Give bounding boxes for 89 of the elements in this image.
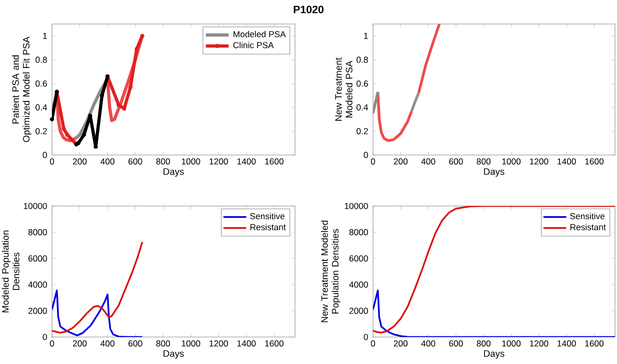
x-tick-label: 400 (100, 340, 114, 347)
x-axis-title: Days (484, 350, 504, 359)
x-tick-label: 1600 (585, 158, 604, 165)
x-tick-label: 1000 (502, 158, 521, 165)
x-tick-label: 1000 (502, 340, 521, 347)
x-axis-title: Days (484, 168, 504, 177)
y-tick-label: 0 (42, 334, 47, 340)
y-tick-label: 4000 (28, 282, 47, 288)
y-axis-title: New Treatment Modeled PSA (335, 58, 352, 121)
y-tick-label: 0.6 (36, 80, 47, 87)
x-tick-label: 600 (128, 340, 142, 347)
x-tick-label: 0 (50, 340, 54, 347)
y-axis-title: Patient PSA and Optimized Model Fit PSA (12, 36, 32, 142)
x-tick-label: 400 (100, 158, 114, 165)
x-tick-label: 1000 (182, 340, 200, 347)
y-tick-label: 8000 (28, 229, 47, 236)
y-tick-label: 8000 (349, 229, 368, 236)
x-tick-label: 600 (449, 340, 463, 347)
point (82, 132, 86, 137)
x-tick-label: 200 (72, 158, 87, 165)
y-tick-label: 0.8 (356, 56, 368, 63)
legend-label: Clinic PSA (233, 42, 274, 48)
line-series (417, 24, 441, 94)
x-tick-label: 1200 (530, 158, 548, 165)
point (140, 34, 144, 38)
y-tick-label: 0.6 (356, 80, 368, 87)
x-tick-label: 1400 (237, 340, 256, 347)
legend-label: Modeled PSA (234, 30, 286, 38)
y-tick-label: 0.4 (36, 104, 48, 110)
legend-label: Sensitive (570, 212, 605, 220)
x-tick-label: 1600 (585, 340, 604, 347)
point (50, 117, 54, 122)
y-tick-label: 0.4 (356, 104, 368, 110)
x-tick-label: 0 (50, 158, 54, 165)
x-tick-label: 600 (128, 158, 142, 165)
x-tick-label: 1600 (265, 340, 284, 347)
line-series (376, 90, 414, 142)
y-tick-label: 0 (364, 152, 368, 158)
y-tick-label: 1 (43, 32, 47, 39)
x-tick-label: 800 (476, 340, 491, 347)
x-tick-label: 1200 (530, 340, 548, 347)
x-tick-label: 200 (394, 158, 408, 165)
x-axis-title: Days (164, 168, 184, 177)
point (116, 102, 121, 108)
y-tick-label: 10000 (24, 202, 47, 210)
legend-label: Resistant (250, 224, 286, 230)
y-tick-label: 6000 (349, 255, 368, 262)
y-tick-label: 1 (364, 32, 368, 39)
legend-label: Sensitive (250, 212, 285, 220)
y-tick-label: 0.8 (36, 56, 47, 63)
x-tick-label: 0 (370, 340, 376, 347)
x-tick-label: 1400 (558, 340, 576, 347)
point (65, 132, 70, 137)
point (100, 93, 104, 98)
y-tick-label: 0 (364, 334, 368, 340)
y-axis-title: Modeled Population Densities (2, 230, 20, 312)
x-tick-label: 1000 (182, 158, 200, 165)
point (128, 85, 133, 90)
point (62, 126, 66, 131)
y-tick-label: 2000 (28, 308, 47, 314)
legend-label: Resistant (570, 224, 606, 230)
x-tick-label: 1400 (558, 158, 576, 165)
y-tick-label: 4000 (349, 282, 368, 288)
y-tick-label: 0 (42, 152, 47, 158)
x-tick-label: 800 (156, 158, 170, 165)
y-tick-label: 10000 (344, 202, 368, 210)
x-tick-label: 600 (449, 158, 463, 165)
y-tick-label: 0.2 (356, 128, 368, 134)
x-tick-label: 800 (476, 158, 491, 165)
y-tick-label: 0.2 (36, 128, 47, 134)
x-tick-label: 1200 (210, 158, 228, 165)
y-tick-label: 6000 (28, 255, 47, 262)
x-tick-label: 1400 (237, 158, 256, 165)
x-axis-title: Days (164, 350, 184, 359)
line-series (52, 241, 144, 334)
x-tick-label: 200 (394, 340, 408, 347)
x-tick-label: 400 (421, 158, 436, 165)
x-tick-label: 0 (370, 158, 376, 165)
x-tick-label: 200 (72, 340, 87, 347)
line-series (373, 290, 616, 337)
x-tick-label: 1600 (265, 158, 284, 165)
line-series (373, 206, 616, 334)
line-series (52, 290, 144, 337)
y-axis-title: New Treatment Modeled Population Densities (321, 220, 340, 322)
x-tick-label: 1200 (210, 340, 228, 347)
chart-title: P1020 (294, 6, 324, 14)
x-tick-label: 400 (421, 340, 436, 347)
x-tick-label: 800 (156, 340, 170, 347)
y-tick-label: 2000 (349, 308, 368, 314)
